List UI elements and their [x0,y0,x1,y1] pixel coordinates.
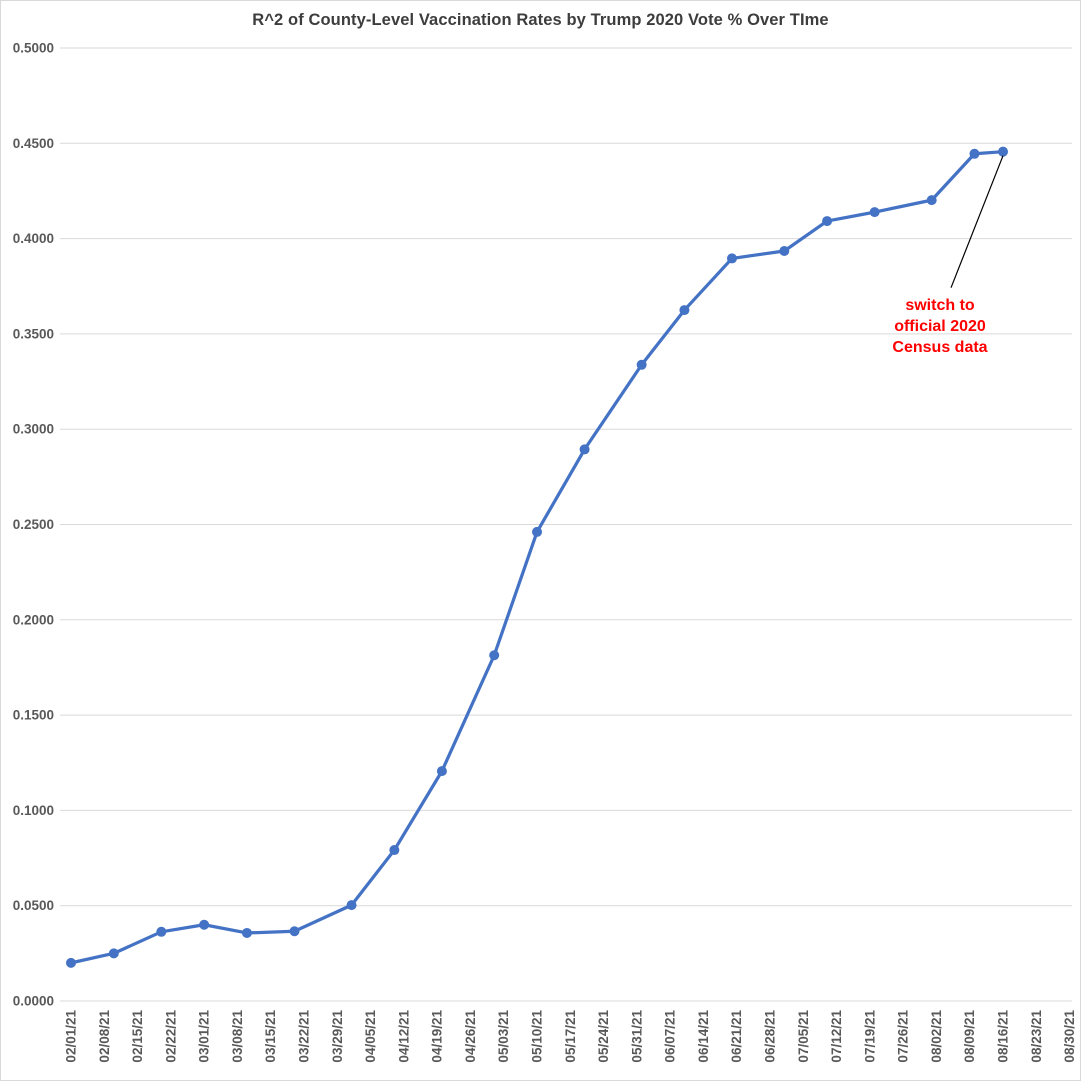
data-point-marker [436,766,447,777]
y-axis-tick-label: 0.0000 [13,994,54,1009]
x-axis-tick-label: 05/03/21 [496,1010,511,1063]
annotation-callout-line [950,155,1004,288]
x-axis-tick-label: 07/12/21 [829,1010,844,1063]
x-axis-tick-label: 06/14/21 [696,1010,711,1063]
x-axis-tick-label: 04/05/21 [363,1010,378,1063]
data-point-marker [869,207,880,218]
y-axis-tick-label: 0.4500 [13,136,54,151]
data-point-marker [998,146,1009,157]
x-axis-tick-label: 05/10/21 [530,1010,545,1063]
data-point-marker [636,359,647,370]
data-point-marker [726,253,737,264]
data-point-marker [389,845,400,856]
annotation-line-2: official 2020 [894,318,986,335]
y-axis-tick-label: 0.2000 [13,612,54,627]
data-point-marker [822,216,833,227]
x-axis-tick-label: 03/08/21 [230,1010,245,1063]
data-point-marker [289,926,300,937]
chart-title: R^2 of County-Level Vaccination Rates by… [252,11,829,29]
x-axis-tick-label: 03/01/21 [197,1010,212,1063]
data-point-marker [199,919,210,930]
data-point-marker [532,526,543,537]
x-axis-tick-label: 06/21/21 [729,1010,744,1063]
x-axis-tick-label: 05/17/21 [563,1010,578,1063]
data-point-marker [926,195,937,206]
y-axis-tick-label: 0.3000 [13,422,54,437]
x-axis-tick-label: 04/19/21 [430,1010,445,1063]
x-axis-tick-label: 08/30/21 [1062,1010,1077,1063]
x-axis-tick-label: 02/15/21 [130,1010,145,1063]
x-axis-tick-label: 04/26/21 [463,1010,478,1063]
y-axis-tick-label: 0.4000 [13,231,54,246]
x-axis-tick-label: 06/07/21 [663,1010,678,1063]
data-point-marker [679,305,690,316]
data-point-marker [108,948,119,959]
data-point-marker [66,957,76,968]
x-axis-tick-label: 05/31/21 [629,1010,644,1063]
data-point-marker [489,650,500,661]
data-point-marker [156,926,167,937]
annotation-line-3: Census data [892,339,988,356]
y-axis-tick-label: 0.5000 [13,41,54,56]
x-axis-tick-label: 08/02/21 [929,1010,944,1063]
data-point-marker [779,245,790,256]
data-point-marker [579,444,590,455]
x-axis-tick-label: 05/24/21 [596,1010,611,1063]
data-point-marker [969,148,980,159]
y-axis-tick-label: 0.3500 [13,326,54,341]
y-axis-tick-label: 0.1000 [13,803,54,818]
x-axis-tick-label: 07/26/21 [896,1010,911,1063]
series-line [69,150,1005,965]
annotation-label: switch to official 2020 Census data [830,295,1050,358]
x-axis-tick-label: 08/16/21 [996,1010,1011,1063]
x-axis-tick-label: 08/09/21 [962,1010,977,1063]
x-axis-tick-label: 04/12/21 [396,1010,411,1063]
x-axis-tick-label: 08/23/21 [1029,1010,1044,1063]
data-point-marker [241,927,252,938]
x-axis-tick-label: 06/28/21 [763,1010,778,1063]
x-axis-tick-label: 07/19/21 [862,1010,877,1063]
x-axis-tick-label: 02/22/21 [163,1010,178,1063]
annotation-line-1: switch to [905,297,975,314]
x-axis-tick-label: 03/15/21 [263,1010,278,1063]
data-point-marker [346,900,357,911]
x-axis-tick-label: 03/22/21 [297,1010,312,1063]
x-axis-tick-label: 02/01/21 [64,1010,79,1063]
x-axis-tick-label: 03/29/21 [330,1010,345,1063]
x-axis-tick-label: 07/05/21 [796,1010,811,1063]
y-axis-tick-label: 0.1500 [13,708,54,723]
y-axis-tick-label: 0.0500 [13,898,54,913]
x-axis-tick-label: 02/08/21 [97,1010,112,1063]
y-axis-tick-label: 0.2500 [13,517,54,532]
